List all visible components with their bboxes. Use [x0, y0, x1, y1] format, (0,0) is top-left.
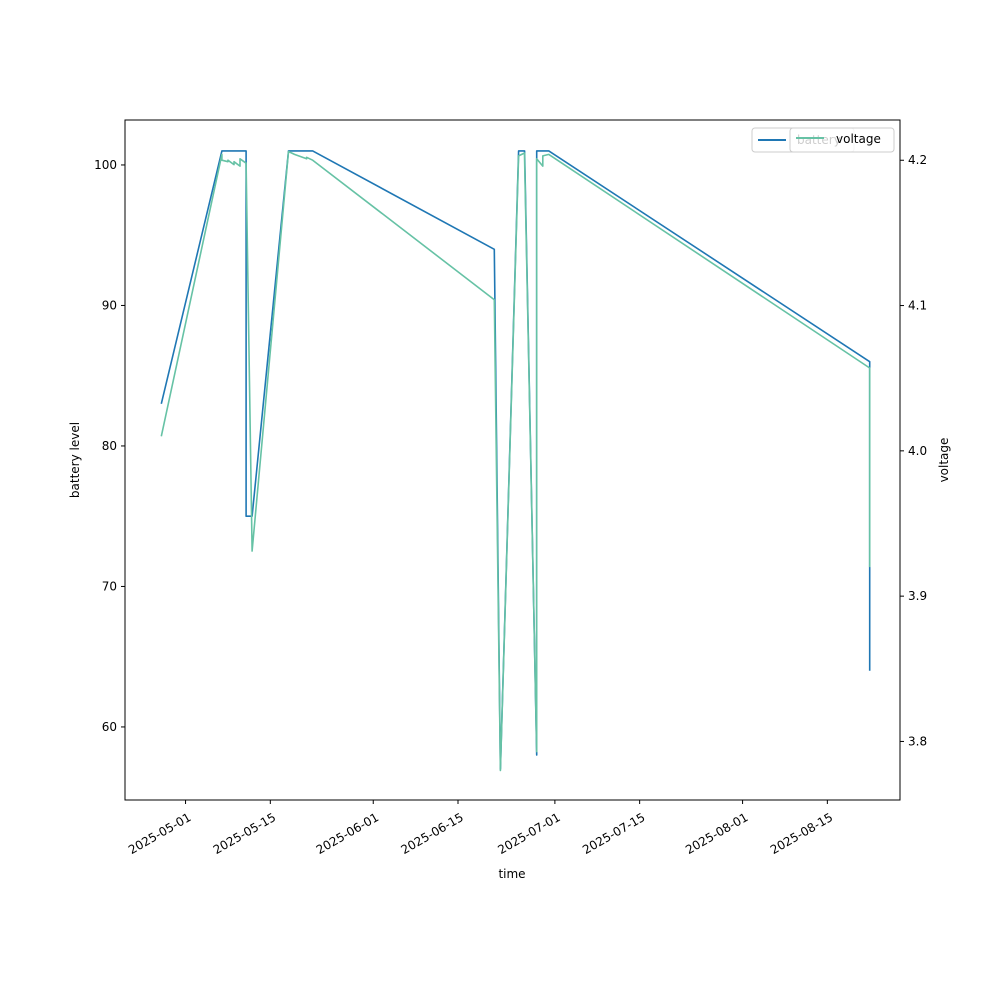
y-tick-label: 90 — [102, 298, 117, 312]
y2-axis-label: voltage — [937, 438, 951, 483]
series-layer — [160, 150, 871, 772]
y-axis-label: battery level — [68, 422, 82, 498]
x-axis-label: time — [498, 867, 525, 881]
y2-tick-label: 4.2 — [908, 153, 927, 167]
y2-tick-label: 4.0 — [908, 444, 927, 458]
y-tick-label: 100 — [94, 158, 117, 172]
y-tick-label: 60 — [102, 720, 117, 734]
y2-tick-label: 3.8 — [908, 734, 927, 748]
y2-tick-label: 3.9 — [908, 589, 927, 603]
legend-label-voltage: voltage — [836, 132, 881, 146]
y-tick-label: 80 — [102, 439, 117, 453]
y-tick-label: 70 — [102, 579, 117, 593]
y-axis-right: 3.8 3.9 4.0 4.1 4.2 — [900, 153, 927, 748]
y2-tick-label: 4.1 — [908, 299, 927, 313]
plot-frame — [124, 119, 901, 801]
legend-box-voltage — [789, 127, 895, 153]
y-axis-left: 60 70 80 90 100 — [94, 158, 125, 734]
series-line-voltage — [160, 150, 871, 772]
legend-voltage: voltage — [789, 127, 895, 153]
